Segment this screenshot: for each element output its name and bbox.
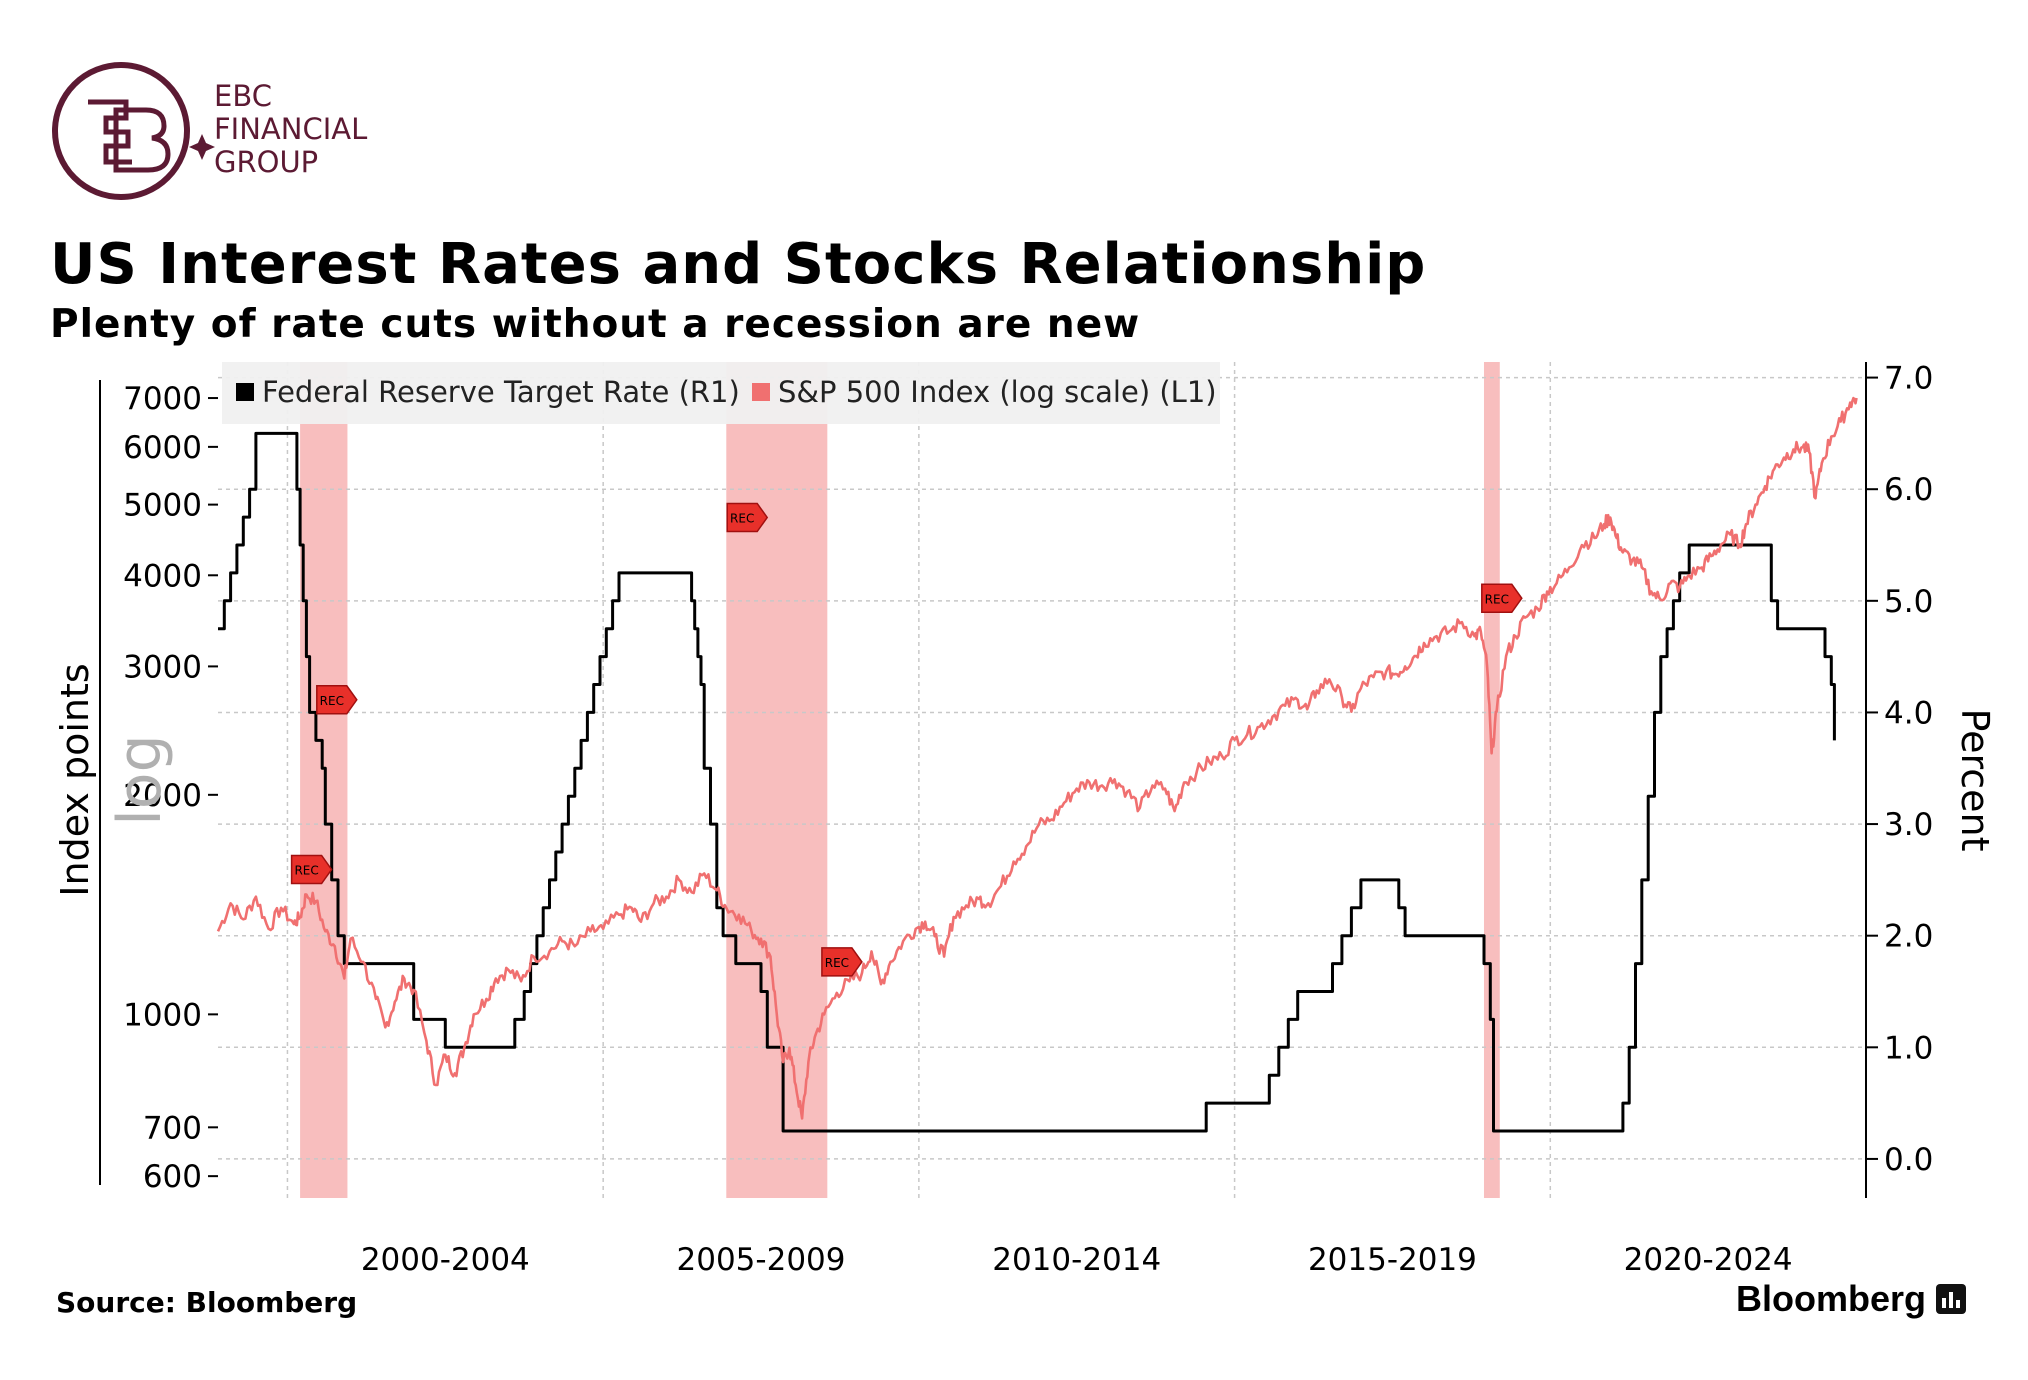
bloomberg-terminal-icon — [1936, 1284, 1966, 1314]
logo-b-glyph — [113, 107, 171, 173]
logo-star-icon — [189, 134, 215, 160]
left-tick-label-6: 4000 — [123, 558, 202, 594]
left-axis-label: Index points — [53, 663, 97, 896]
legend-box — [222, 362, 1220, 424]
rec-marker-1: REC — [316, 685, 358, 715]
left-tick-label-2: 700 — [143, 1110, 202, 1146]
right-axis-label: Percent — [1953, 709, 1997, 852]
x-tick-label-4: 2015-2019 — [1308, 1242, 1477, 1278]
legend: Federal Reserve Target Rate (R1) S&P 500 … — [222, 362, 1220, 424]
rec-marker-label: REC — [1485, 592, 1509, 606]
rec-marker-2: REC — [290, 854, 333, 885]
right-tick-label-7: 6.0 — [1884, 472, 1933, 508]
left-tick-label-5: 3000 — [123, 649, 202, 685]
legend-label-2: S&P 500 Index (log scale) (L1) — [778, 375, 1217, 409]
bloomberg-brand: Bloomberg — [1736, 1278, 1966, 1320]
rec-markers: REC REC REC REC REC — [290, 502, 1523, 977]
sp500-line — [216, 396, 1858, 1120]
x-tick-label-2: 2005-2009 — [677, 1242, 846, 1278]
rec-marker-4: REC — [821, 947, 863, 977]
x-tick-label-3: 2010-2014 — [992, 1242, 1161, 1278]
left-tick-label-1: 600 — [143, 1159, 202, 1195]
left-tick-label-4: 2000 — [123, 778, 202, 814]
right-tick-label-6: 5.0 — [1884, 584, 1933, 620]
grid-lines — [218, 362, 1867, 1198]
x-tick-label-1: 2000-2004 — [361, 1242, 530, 1278]
logo-line-3: GROUP — [214, 145, 319, 179]
right-tick-label-3: 2.0 — [1884, 919, 1933, 955]
rec-marker-shape — [1481, 583, 1523, 614]
recession-band-3 — [1483, 362, 1500, 1198]
left-tick-label-7: 5000 — [123, 488, 202, 524]
rec-marker-shape — [821, 947, 863, 977]
rec-marker-label: REC — [730, 512, 754, 526]
logo-wordmark: EBC FINANCIAL GROUP — [214, 80, 367, 179]
rec-marker-3: REC — [726, 502, 769, 533]
right-tick-label-4: 3.0 — [1884, 807, 1933, 843]
recession-band-2 — [726, 362, 828, 1198]
ebc-logo — [52, 62, 215, 200]
legend-swatch-2 — [752, 383, 770, 401]
bloomberg-wordmark: Bloomberg — [1735, 1278, 1926, 1319]
fed-rate-line — [218, 431, 1836, 1133]
rec-marker-label: REC — [825, 956, 849, 970]
rec-marker-5: REC — [1481, 583, 1523, 614]
log-scale-watermark: log — [105, 734, 175, 825]
rec-marker-label: REC — [320, 694, 344, 708]
rec-marker-label: REC — [294, 864, 318, 878]
chart-subtitle: Plenty of rate cuts without a recession … — [50, 302, 1141, 347]
legend-swatch-1 — [236, 383, 254, 401]
chart-title: US Interest Rates and Stocks Relationshi… — [50, 232, 1427, 297]
right-tick-label-8: 7.0 — [1884, 361, 1933, 397]
logo-line-1: EBC — [214, 79, 272, 113]
legend-label-1: Federal Reserve Target Rate (R1) — [262, 375, 740, 409]
rec-marker-shape — [726, 502, 769, 533]
series-lines — [216, 396, 1858, 1133]
right-tick-label-2: 1.0 — [1884, 1030, 1933, 1066]
right-tick-label-1: 0.0 — [1884, 1142, 1933, 1178]
recession-bands — [300, 362, 1500, 1198]
source-note: Source: Bloomberg — [56, 1286, 358, 1319]
recession-band-1 — [300, 362, 348, 1198]
left-tick-label-9: 7000 — [123, 381, 202, 417]
axes: 600 700 1000 2000 3000 4000 5000 6000 7000 Index … — [53, 361, 1997, 1278]
left-tick-label-3: 1000 — [123, 997, 202, 1033]
logo-ring — [52, 62, 190, 200]
rec-marker-shape — [316, 685, 358, 715]
rec-marker-shape — [290, 854, 333, 885]
left-tick-label-8: 6000 — [123, 430, 202, 466]
logo-line-2: FINANCIAL — [214, 112, 368, 146]
right-tick-label-5: 4.0 — [1884, 695, 1933, 731]
x-tick-label-5: 2020-2024 — [1624, 1242, 1793, 1278]
